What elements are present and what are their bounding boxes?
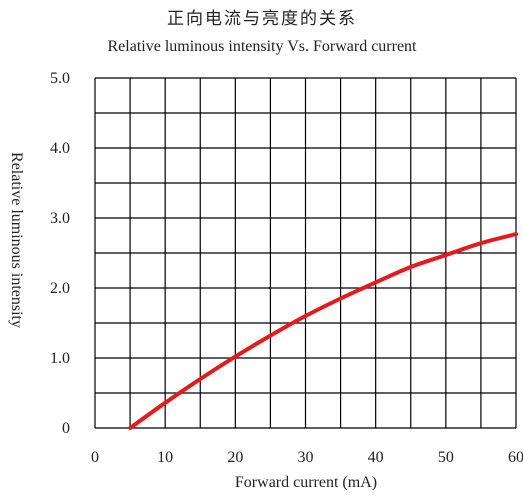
x-tick-label-4: 40	[368, 449, 384, 466]
series-layer	[128, 232, 518, 430]
x-tick-label-2: 20	[227, 449, 243, 466]
y-tick-label-0: 0	[62, 420, 70, 437]
series-line-0	[128, 232, 518, 430]
grid	[94, 77, 517, 429]
y-tick-label-4: 4.0	[50, 140, 70, 157]
x-tick-label-6: 60	[508, 449, 523, 466]
y-tick-label-5: 5.0	[50, 70, 70, 87]
x-tick-label-5: 50	[438, 449, 454, 466]
y-tick-label-1: 1.0	[50, 350, 70, 367]
x-tick-label-1: 10	[157, 449, 173, 466]
x-tick-label-3: 30	[298, 449, 314, 466]
chart-title: 正向电流与亮度的关系	[167, 9, 357, 29]
y-axis-label: Relative luminous intensity	[8, 152, 25, 328]
chart-subtitle: Relative luminous intensity Vs. Forward …	[108, 38, 418, 55]
y-tick-label-2: 2.0	[50, 280, 70, 297]
y-tick-label-3: 3.0	[50, 210, 70, 227]
x-tick-label-0: 0	[91, 449, 99, 466]
x-axis-ticks: 0 10 20 30 40 50 60	[91, 449, 523, 466]
x-axis-label: Forward current (mA)	[235, 474, 377, 491]
y-axis-ticks: 0 1.0 2.0 3.0 4.0 5.0	[50, 70, 70, 437]
